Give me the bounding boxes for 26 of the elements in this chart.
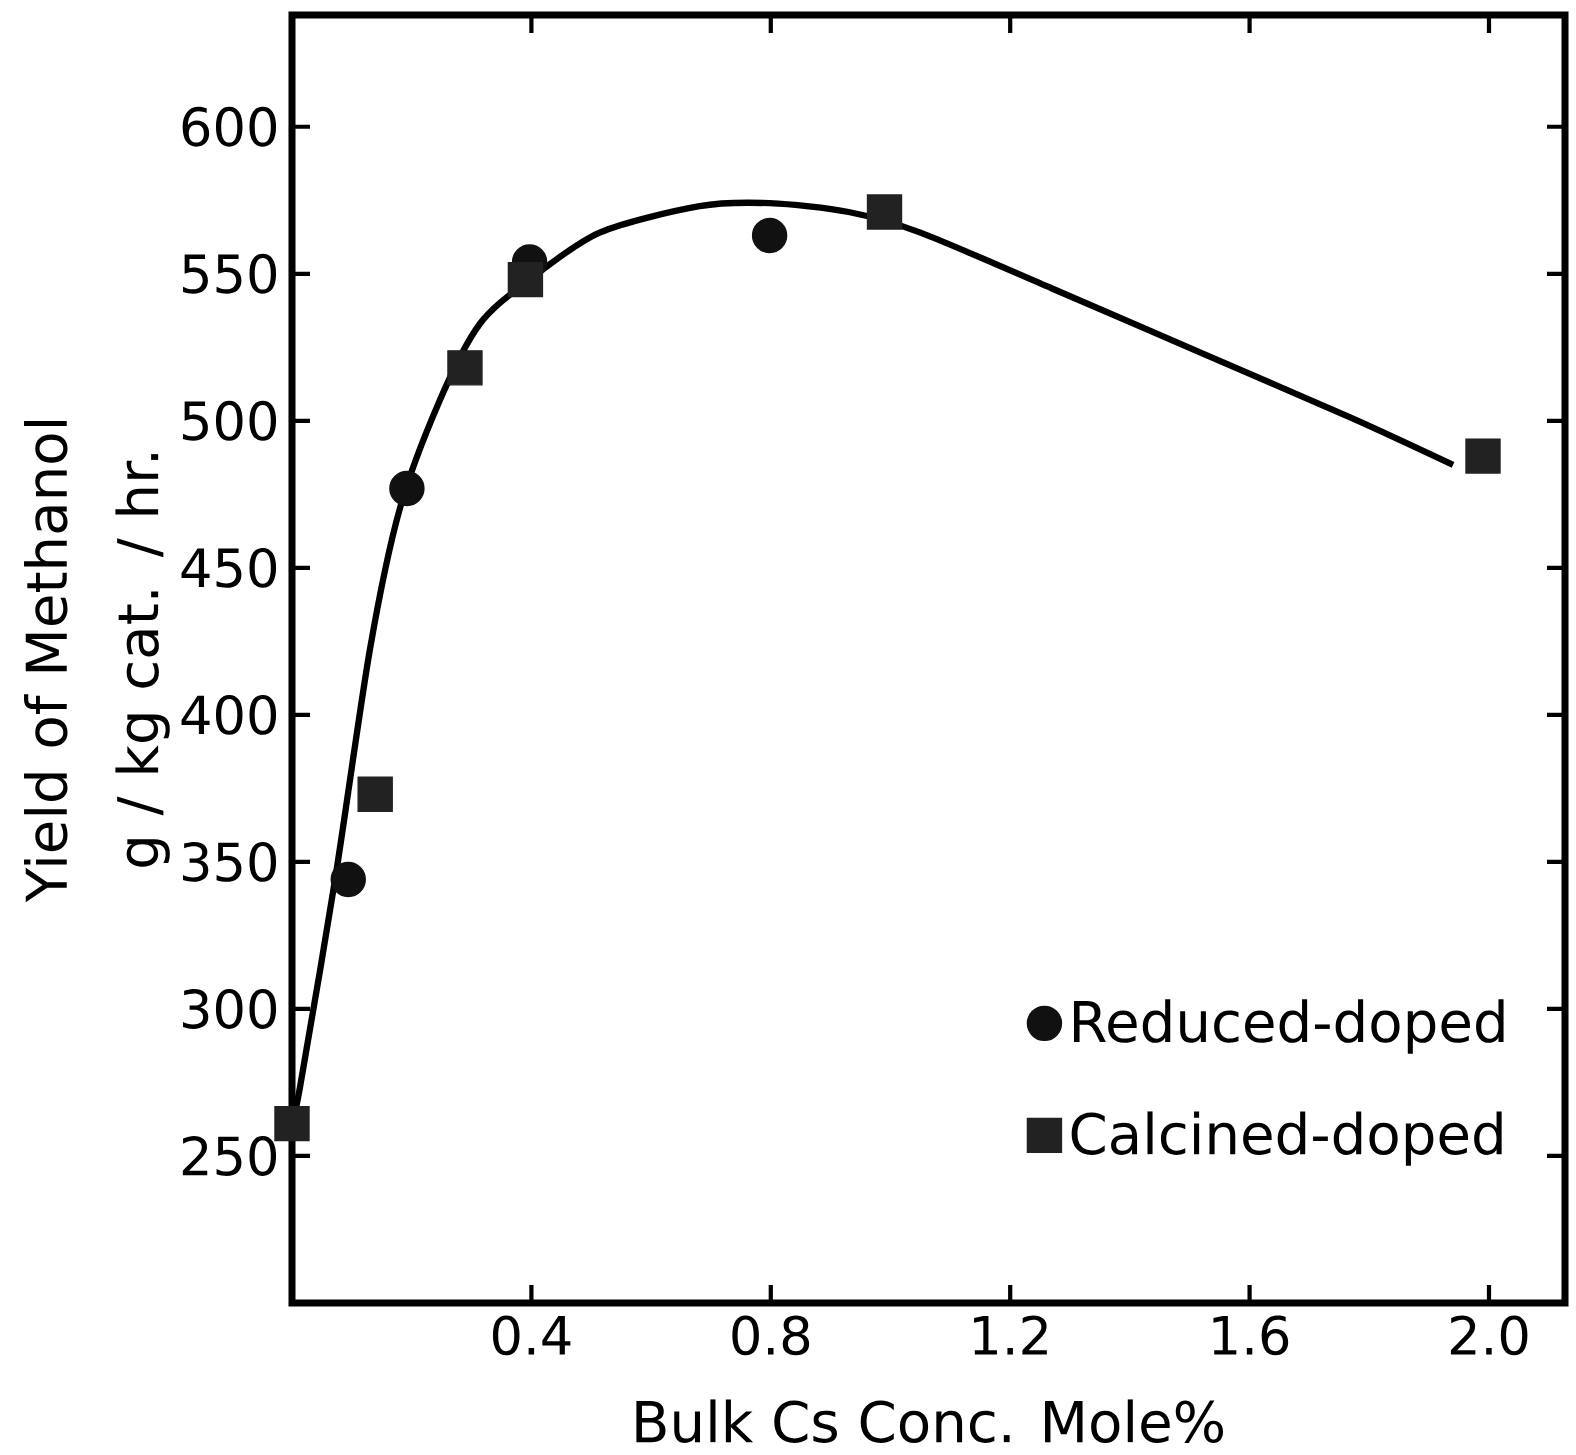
point [1465,438,1501,474]
y-tick-label: 600 [182,106,277,147]
point [447,350,483,386]
point [389,470,425,507]
x-tick-label: 0.8 [732,1315,810,1356]
y-tick-label: 250 [182,1136,277,1176]
point [751,217,788,254]
y-tick-label: 550 [183,253,277,294]
y-tick-label: 450 [181,547,277,588]
x-tick-label: 0.4 [492,1315,571,1356]
y-tick-label: 400 [181,694,277,735]
y-axis-title: Yield of Methanol g / kg cat. / hr. [24,420,170,903]
point [274,1105,310,1142]
legend-label: Reduced-doped [1073,999,1504,1054]
y-tick-label: 500 [183,400,277,441]
legend-label: Calcined-doped [1071,1111,1502,1166]
point [357,776,393,812]
point [330,861,366,898]
y-tick-label: 300 [182,988,277,1029]
y-tick-label: 350 [182,841,277,882]
x-axis-title: Bulk Cs Conc. Mole% [636,1399,1224,1443]
x-tick-label: 2.0 [1450,1315,1528,1356]
point [507,261,544,298]
x-tick-label: 1.6 [1213,1315,1289,1356]
point [866,194,903,230]
x-tick-label: 1.2 [974,1315,1047,1355]
